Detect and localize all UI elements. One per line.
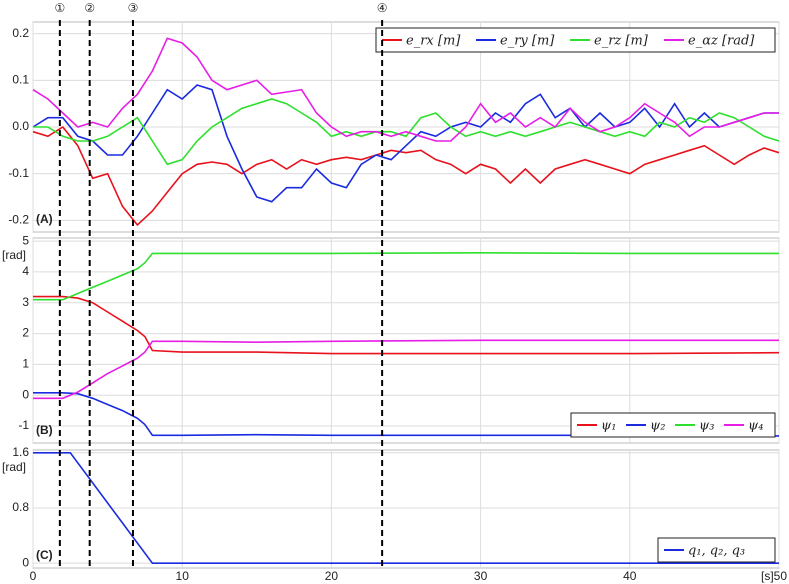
legend: q₁, q₂, q₃ [657,537,776,563]
x-tick-label: 0 [30,569,37,583]
y-tick-label: 0.1 [12,73,29,87]
legend-label: ψ₃ [699,419,714,434]
event-label: ① [54,1,65,15]
y-axis-label: [rad] [2,460,26,474]
series-line [32,84,779,203]
series-line [32,125,780,227]
legend-label: q₁, q₂, q₃ [688,544,745,559]
legend-label: ψ₂ [650,419,665,434]
y-tick-label: 0 [22,555,29,569]
y-tick-label: -0.1 [8,166,29,180]
y-tick-label: 3 [22,295,29,309]
y-axis-label: [rad] [2,248,26,262]
panel-label: (C) [36,548,53,562]
y-tick-label: 0.0 [12,119,29,133]
x-tick-label: 20 [325,569,339,583]
panel-label: (A) [36,212,53,226]
x-tick-label: 40 [623,569,637,583]
y-tick-label: 0.2 [12,26,29,40]
event-label: ② [84,1,95,15]
y-tick-label: 1 [22,357,29,371]
series-line [32,37,779,142]
x-tick-label: [s]50 [761,569,787,583]
y-tick-label: -0.2 [8,213,29,227]
y-tick-label: 4 [22,264,29,278]
series-line [33,392,780,437]
panel-label: (B) [36,423,53,437]
y-tick-label: 1.6 [12,445,29,459]
y-tick-label: 5 [22,233,29,247]
y-tick-label: 0.8 [12,500,29,514]
series-line [33,339,779,400]
legend-box [570,412,776,438]
legend: e_rx [m] e_ry [m] e_rz [m] e_αz [rad] [375,27,776,53]
legend-label: ψ₄ [748,419,763,434]
series-line [33,452,779,564]
legend: ψ₁ ψ₂ ψ₃ ψ₄ [570,412,776,438]
legend-label: e_ry [m] [500,34,555,49]
legend-label: e_αz [rad] [688,34,755,49]
series-line [33,98,780,166]
series-line [33,295,780,355]
event-label: ③ [128,1,139,15]
x-tick-label: 10 [176,569,190,583]
x-tick-label: 30 [474,569,488,583]
legend-label: e_rz [m] [594,34,649,49]
y-tick-label: 2 [22,326,29,340]
event-label: ④ [377,1,388,15]
legend-label: ψ₁ [601,419,616,434]
y-tick-label: 0 [22,387,29,401]
y-tick-label: -1 [18,418,29,432]
series-line [33,251,779,301]
legend-label: e_rx [m] [406,34,461,49]
